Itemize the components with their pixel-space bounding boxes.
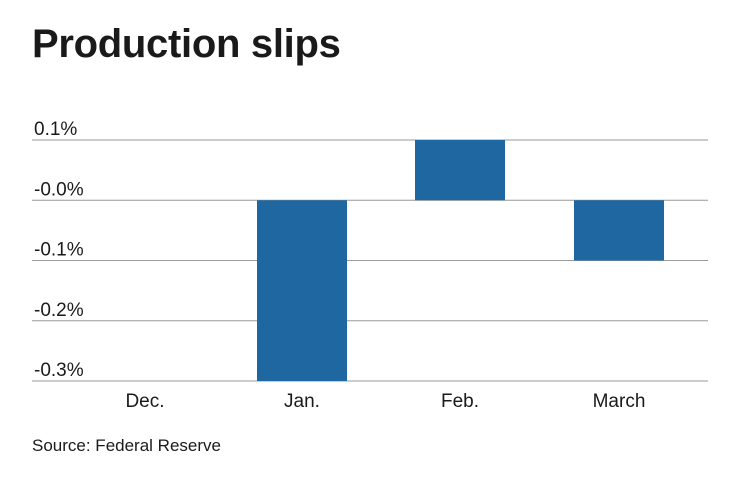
- y-tick-label: 0.1%: [34, 119, 77, 140]
- bars: [257, 140, 664, 381]
- chart-title: Production slips: [32, 22, 341, 66]
- x-tick-label: March: [593, 391, 646, 412]
- source-note: Source: Federal Reserve: [32, 436, 221, 455]
- bar: [574, 200, 664, 261]
- x-tick-label: Jan.: [284, 391, 320, 412]
- y-tick-label: -0.2%: [34, 300, 84, 321]
- x-tick-label: Dec.: [125, 391, 164, 412]
- bar: [257, 200, 347, 381]
- y-tick-label: -0.3%: [34, 360, 84, 381]
- bar: [415, 140, 505, 201]
- y-axis-ticks: 0.1% -0.0% -0.1% -0.2% -0.3%: [34, 119, 84, 381]
- x-axis-ticks: Dec. Jan. Feb. March: [125, 391, 645, 412]
- y-tick-label: -0.1%: [34, 240, 84, 261]
- y-tick-label: -0.0%: [34, 179, 84, 200]
- x-tick-label: Feb.: [441, 391, 479, 412]
